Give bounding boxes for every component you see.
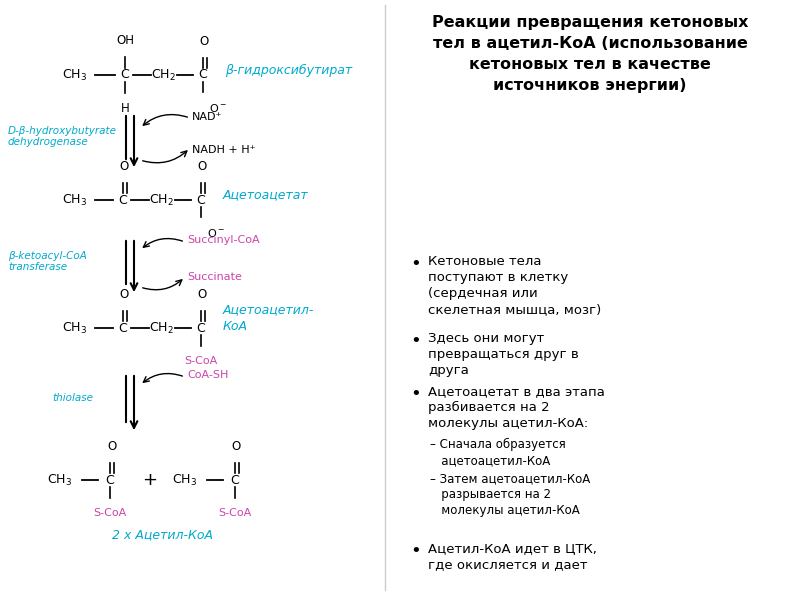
- Text: O: O: [120, 160, 129, 173]
- Text: H: H: [121, 102, 130, 115]
- Text: •: •: [410, 385, 421, 403]
- Text: O: O: [200, 35, 209, 48]
- Text: Ацетоацетат: Ацетоацетат: [223, 188, 309, 202]
- Text: thiolase: thiolase: [52, 393, 93, 403]
- Text: O: O: [198, 160, 207, 173]
- Text: Ацетил-КоА идет в ЦТК,
где окисляется и дает: Ацетил-КоА идет в ЦТК, где окисляется и …: [428, 542, 597, 571]
- Text: O$^-$: O$^-$: [207, 227, 225, 239]
- Text: Кетоновые тела
поступают в клетку
(сердечная или
скелетная мышца, мозг): Кетоновые тела поступают в клетку (серде…: [428, 255, 602, 316]
- Text: Succinyl-CoA: Succinyl-CoA: [187, 235, 260, 245]
- Text: •: •: [410, 542, 421, 560]
- Text: C: C: [118, 193, 127, 206]
- Text: •: •: [410, 332, 421, 350]
- Text: O: O: [107, 440, 116, 453]
- Text: C: C: [197, 193, 206, 206]
- Text: O: O: [120, 288, 129, 301]
- Text: NAD⁺: NAD⁺: [192, 112, 222, 122]
- Text: β-гидроксибутират: β-гидроксибутират: [225, 64, 352, 77]
- Text: – Сначала образуется
   ацетоацетил-КоА: – Сначала образуется ацетоацетил-КоА: [430, 438, 566, 467]
- Text: S-CoA: S-CoA: [218, 508, 252, 518]
- Text: S-CoA: S-CoA: [94, 508, 126, 518]
- Text: CH$_2$: CH$_2$: [149, 320, 174, 335]
- Text: Здесь они могут
превращаться друг в
друга: Здесь они могут превращаться друг в друг…: [428, 332, 578, 377]
- Text: C: C: [197, 322, 206, 335]
- Text: Ацетоацетил-
КоА: Ацетоацетил- КоА: [223, 304, 314, 332]
- Text: NADH + H⁺: NADH + H⁺: [192, 145, 255, 155]
- Text: C: C: [118, 322, 127, 335]
- Text: CH$_3$: CH$_3$: [62, 193, 87, 208]
- Text: β-ketoacyl-CoA
transferase: β-ketoacyl-CoA transferase: [8, 251, 87, 272]
- Text: 2 x Ацетил-КоА: 2 x Ацетил-КоА: [112, 529, 213, 541]
- Text: •: •: [410, 255, 421, 273]
- Text: C: C: [121, 68, 130, 82]
- Text: Ацетоацетат в два этапа
разбивается на 2
молекулы ацетил-КоА:: Ацетоацетат в два этапа разбивается на 2…: [428, 385, 605, 430]
- Text: O: O: [198, 288, 207, 301]
- Text: Succinate: Succinate: [187, 272, 242, 282]
- Text: OH: OH: [116, 34, 134, 47]
- Text: CH$_3$: CH$_3$: [62, 67, 87, 83]
- Text: C: C: [106, 473, 114, 487]
- Text: S-CoA: S-CoA: [184, 356, 218, 366]
- Text: – Затем ацетоацетил-КоА
   разрывается на 2
   молекулы ацетил-КоА: – Затем ацетоацетил-КоА разрывается на 2…: [430, 472, 590, 517]
- Text: CH$_2$: CH$_2$: [150, 67, 175, 83]
- Text: O$^-$: O$^-$: [209, 102, 227, 114]
- Text: CH$_3$: CH$_3$: [173, 472, 198, 488]
- Text: Реакции превращения кетоновых
тел в ацетил-КоА (использование
кетоновых тел в ка: Реакции превращения кетоновых тел в ацет…: [432, 15, 748, 93]
- Text: O: O: [232, 440, 241, 453]
- Text: C: C: [198, 68, 207, 82]
- Text: +: +: [142, 471, 158, 489]
- Text: C: C: [230, 473, 239, 487]
- Text: CH$_3$: CH$_3$: [62, 320, 87, 335]
- Text: CoA-SH: CoA-SH: [187, 370, 228, 380]
- Text: CH$_3$: CH$_3$: [47, 472, 73, 488]
- Text: CH$_2$: CH$_2$: [149, 193, 174, 208]
- Text: D-β-hydroxybutyrate
dehydrogenase: D-β-hydroxybutyrate dehydrogenase: [8, 125, 117, 147]
